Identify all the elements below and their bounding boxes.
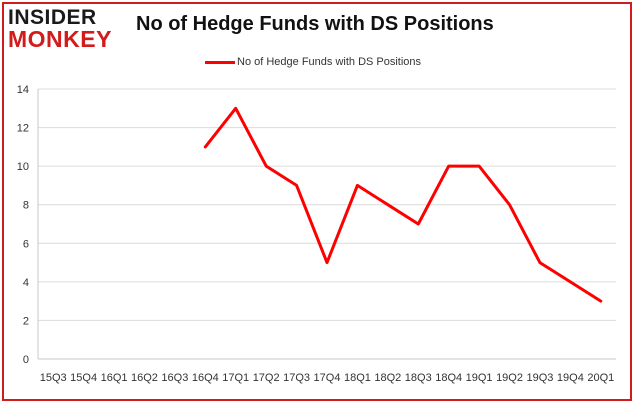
chart-title: No of Hedge Funds with DS Positions: [136, 13, 494, 35]
x-tick-label: 19Q1: [466, 372, 493, 384]
y-tick-label: 4: [23, 277, 29, 289]
y-tick-label: 14: [17, 84, 29, 96]
x-tick-label: 15Q3: [40, 372, 67, 384]
y-tick-label: 2: [23, 315, 29, 327]
y-tick-label: 6: [23, 238, 29, 250]
x-tick-label: 18Q1: [344, 372, 371, 384]
y-tick-label: 10: [17, 161, 29, 173]
x-tick-label: 17Q1: [222, 372, 249, 384]
x-tick-label: 16Q4: [192, 372, 219, 384]
x-tick-label: 17Q2: [253, 372, 280, 384]
legend-label: No of Hedge Funds with DS Positions: [237, 56, 422, 68]
x-tick-label: 16Q1: [101, 372, 128, 384]
x-tick-label: 19Q3: [526, 372, 553, 384]
x-tick-label: 15Q4: [70, 372, 97, 384]
insider-monkey-logo: INSIDER MONKEY: [8, 6, 112, 52]
x-tick-label: 20Q1: [587, 372, 614, 384]
series-line: [203, 106, 603, 303]
legend-swatch: [205, 60, 235, 64]
legend: No of Hedge Funds with DS Positions: [205, 56, 421, 68]
x-tick-label: 19Q4: [557, 372, 584, 384]
x-tick-label: 18Q3: [405, 372, 432, 384]
x-tick-label: 19Q2: [496, 372, 523, 384]
x-tick-label: 18Q2: [374, 372, 401, 384]
chart-frame: [2, 2, 632, 401]
x-tick-label: 17Q3: [283, 372, 310, 384]
y-tick-label: 8: [23, 200, 29, 212]
x-tick-label: 16Q3: [161, 372, 188, 384]
x-tick-label: 16Q2: [131, 372, 158, 384]
x-tick-label: 18Q4: [435, 372, 462, 384]
logo-line-1: INSIDER: [8, 6, 97, 29]
y-tick-label: 0: [23, 354, 29, 366]
x-tick-label: 17Q4: [314, 372, 341, 384]
y-tick-label: 12: [17, 123, 29, 135]
logo-line-2: MONKEY: [8, 26, 112, 52]
